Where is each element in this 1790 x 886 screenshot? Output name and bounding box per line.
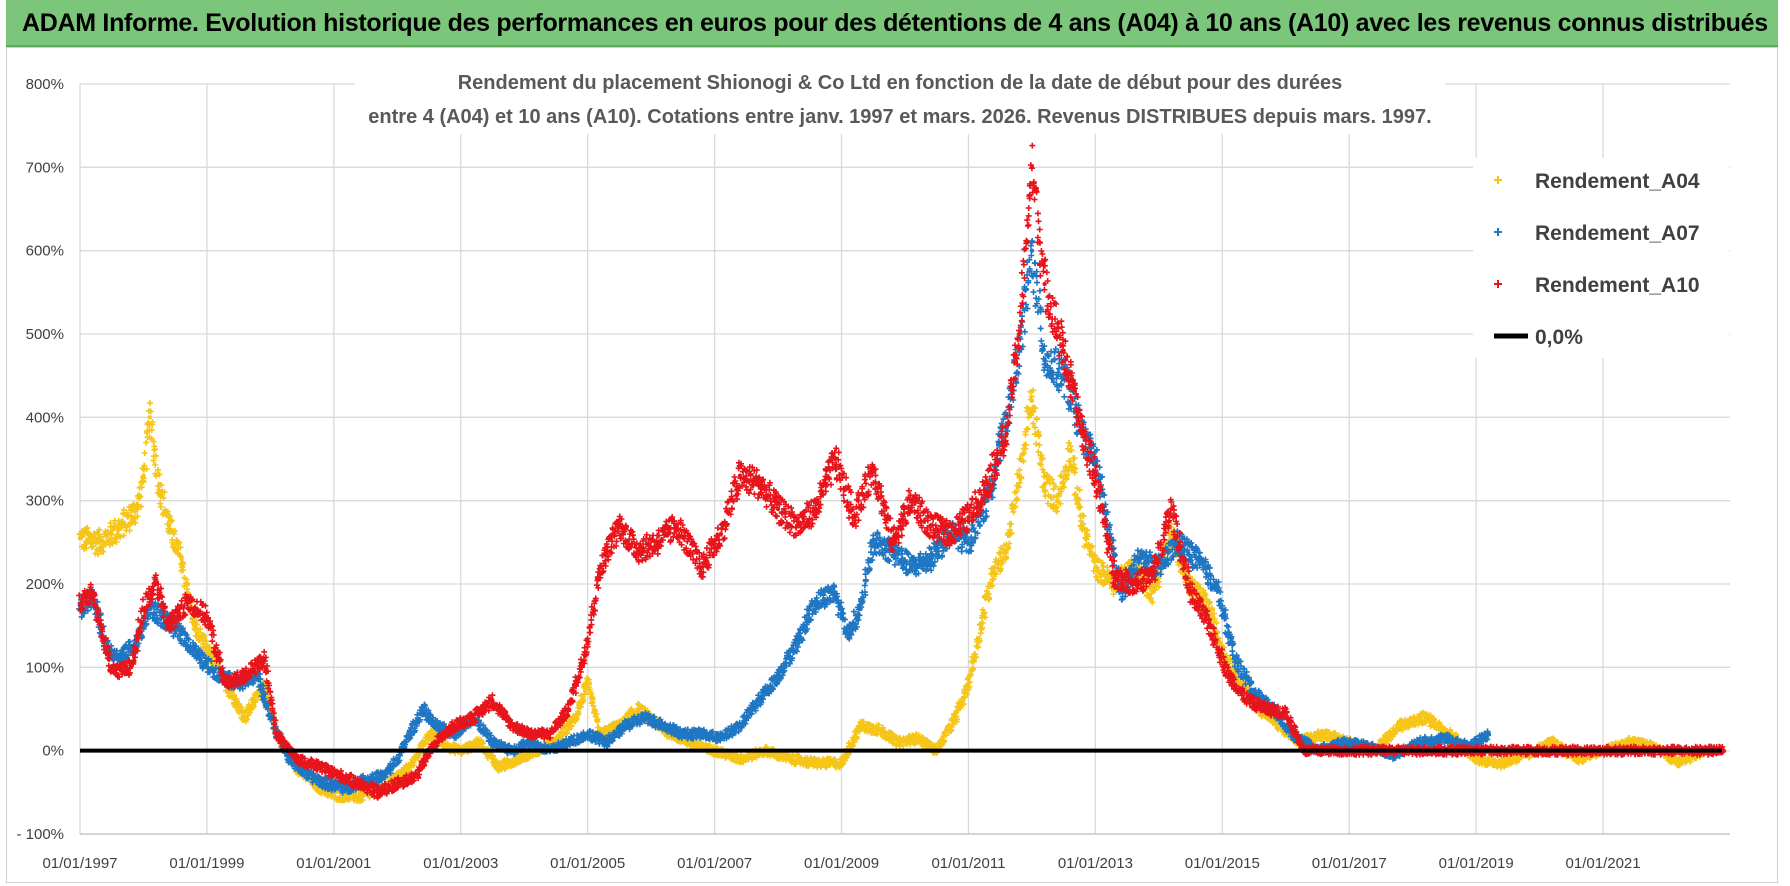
legend-marker-Rendement_A10 xyxy=(1494,280,1502,288)
x-tick-label: 01/01/2021 xyxy=(1566,855,1641,872)
x-tick-label: 01/01/2001 xyxy=(296,855,371,872)
x-tick-label: 01/01/2017 xyxy=(1312,855,1387,872)
x-tick-label: 01/01/2019 xyxy=(1439,855,1514,872)
x-tick-label: 01/01/2003 xyxy=(423,855,498,872)
data-point xyxy=(1029,248,1035,253)
data-point xyxy=(147,415,153,420)
legend-label: Rendement_A10 xyxy=(1535,274,1700,297)
y-tick-label: 400% xyxy=(26,409,64,426)
y-tick-label: 500% xyxy=(26,326,64,343)
legend-label: Rendement_A07 xyxy=(1535,222,1700,245)
page-title: ADAM Informe. Evolution historique des p… xyxy=(22,9,1768,37)
y-tick-label: - 100% xyxy=(16,826,64,843)
data-point xyxy=(1017,331,1022,337)
legend-marker-Rendement_A04 xyxy=(1494,176,1502,184)
y-tick-label: 100% xyxy=(26,659,64,676)
x-tick-label: 01/01/2005 xyxy=(550,855,625,872)
x-axis: 01/01/1997 01/01/1999 01/01/2001 01/01/2003… xyxy=(42,855,1640,872)
x-tick-label: 01/01/2009 xyxy=(804,855,879,872)
x-tick-label: 01/01/2013 xyxy=(1058,855,1133,872)
y-tick-label: 700% xyxy=(26,159,64,176)
data-point xyxy=(1042,281,1047,287)
legend-marker-Rendement_A07 xyxy=(1494,228,1502,236)
chart-title: Rendement du placement Shionogi & Co Ltd… xyxy=(355,66,1445,134)
y-tick-label: 300% xyxy=(26,493,64,510)
x-tick-label: 01/01/2011 xyxy=(931,855,1005,872)
x-tick-label: 01/01/1999 xyxy=(169,855,244,872)
x-tick-label: 01/01/1997 xyxy=(42,855,117,872)
y-tick-label: 200% xyxy=(26,576,64,593)
legend-label: Rendement_A04 xyxy=(1535,170,1700,193)
chart-legend: Rendement_A04 Rendement_A07 Rendement_A10 0… xyxy=(1473,158,1729,358)
chart-marks xyxy=(76,142,1727,805)
chart-frame xyxy=(6,47,1778,883)
chart-title-line1: Rendement du placement Shionogi & Co Ltd… xyxy=(458,72,1343,94)
header-banner: ADAM Informe. Evolution historique des p… xyxy=(6,0,1778,47)
y-tick-label: 0% xyxy=(42,743,64,760)
x-tick-label: 01/01/2007 xyxy=(677,855,752,872)
chart-title-line2: entre 4 (A04) et 10 ans (A10). Cotations… xyxy=(368,106,1431,128)
x-tick-label: 01/01/2015 xyxy=(1185,855,1260,872)
y-tick-label: 600% xyxy=(26,243,64,260)
legend-label: 0,0% xyxy=(1535,326,1583,349)
y-tick-label: 800% xyxy=(26,76,64,93)
y-axis: 800% 700% 600% 500% 400% 300% 200% 100% 0% - 100% xyxy=(16,76,64,843)
